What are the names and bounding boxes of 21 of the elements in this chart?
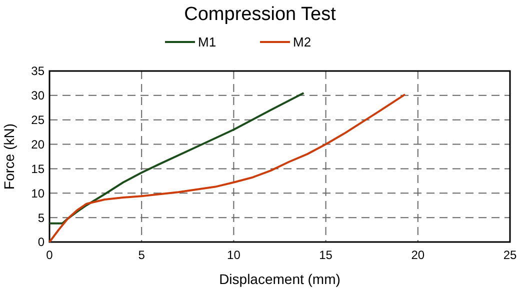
chart-title: Compression Test	[184, 4, 337, 25]
x-tick-label: 15	[319, 248, 333, 262]
y-tick-label: 15	[31, 162, 45, 176]
legend-label: M2	[293, 34, 312, 50]
y-tick-label: 20	[31, 137, 45, 152]
x-tick-label: 20	[411, 248, 425, 262]
x-tick-label: 25	[503, 248, 517, 262]
y-tick-label: 10	[31, 186, 45, 200]
legend-label: M1	[198, 34, 216, 50]
y-axis-title: Force (kN)	[1, 123, 17, 190]
line-series	[48, 93, 406, 243]
x-tick-label: 10	[227, 248, 241, 262]
y-tick-label: 25	[31, 113, 45, 128]
y-tick-label: 30	[31, 88, 45, 103]
x-axis-title: Displacement (mm)	[219, 271, 340, 287]
x-tick-label: 0	[46, 248, 54, 262]
y-tick-label: 35	[31, 64, 45, 78]
y-tick-label: 0	[38, 235, 45, 250]
y-tick-label: 5	[38, 210, 45, 225]
x-tick-label: 5	[138, 248, 146, 262]
line-series	[48, 92, 305, 224]
